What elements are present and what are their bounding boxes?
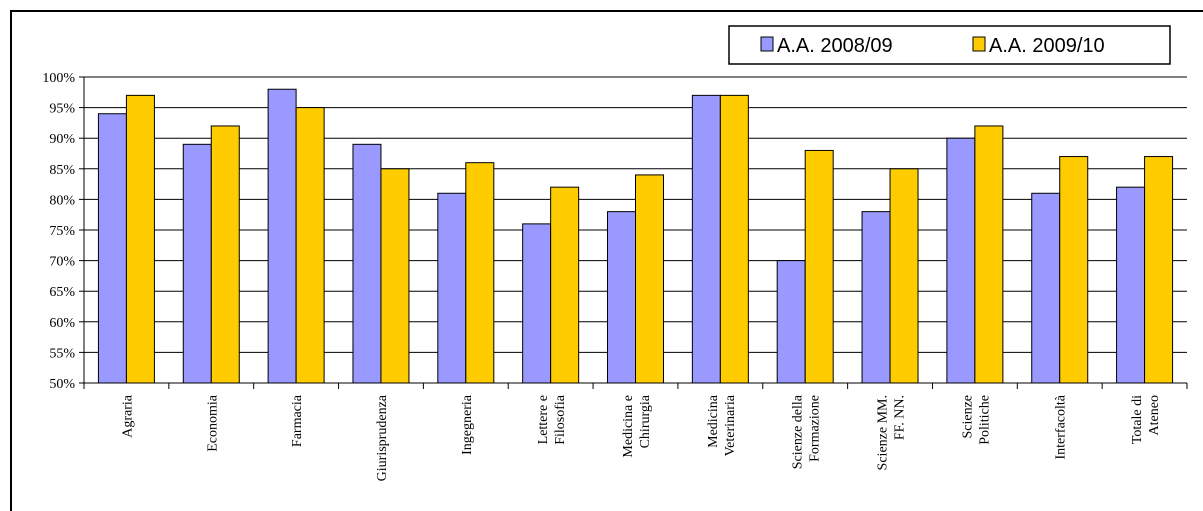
bar-2009-10 — [125, 94, 155, 384]
bar-2008-09 — [522, 223, 552, 384]
y-tick-label: 65% — [49, 285, 75, 300]
bar-2008-09 — [861, 211, 891, 384]
bar-2009-10 — [974, 125, 1004, 384]
y-tick-label: 90% — [49, 132, 75, 147]
bar-2009-10 — [465, 162, 495, 384]
bar-2008-09 — [1116, 186, 1146, 384]
chart-frame — [10, 10, 1203, 511]
category-label: Economia — [205, 394, 220, 452]
legend-swatch — [760, 36, 774, 52]
category-label: Giurisprudenza — [375, 394, 390, 481]
y-tick-label: 95% — [49, 102, 75, 117]
bar-2009-10 — [380, 168, 410, 384]
category-label: Lettere e Filosofia — [536, 394, 568, 445]
category-label: Medicina e Chirurgia — [621, 394, 653, 457]
bar-2009-10 — [1144, 156, 1174, 384]
bar-2008-09 — [352, 143, 382, 384]
bar-2008-09 — [182, 143, 212, 384]
bar-2008-09 — [946, 137, 976, 384]
bar-2009-10 — [635, 174, 664, 384]
y-tick-label: 60% — [49, 316, 75, 331]
bar-2008-09 — [607, 211, 636, 384]
category-label: Farmacia — [290, 394, 305, 447]
bar-2009-10 — [719, 94, 749, 384]
legend-label: A.A. 2009/10 — [989, 35, 1105, 57]
category-label: Scienze MM. FF. NN. — [876, 395, 908, 470]
y-tick-label: 55% — [49, 346, 75, 361]
category-label: Ingegneria — [460, 394, 475, 455]
bar-2009-10 — [210, 125, 240, 384]
bar-2009-10 — [295, 107, 325, 384]
y-tick-label: 75% — [49, 224, 75, 239]
bar-2008-09 — [267, 88, 297, 384]
bar-2009-10 — [1059, 156, 1089, 384]
bar-2009-10 — [889, 168, 919, 384]
category-label: Agraria — [120, 394, 135, 438]
y-tick-label: 85% — [49, 163, 75, 178]
bar-2009-10 — [804, 149, 834, 384]
bar-2008-09 — [776, 260, 806, 384]
y-tick-label: 70% — [49, 255, 75, 270]
y-tick-label: 50% — [49, 377, 75, 392]
y-tick-label: 80% — [49, 193, 75, 208]
bar-2008-09 — [1031, 192, 1061, 384]
legend-swatch — [972, 36, 986, 52]
category-label: Scienze della Formazione — [791, 394, 823, 469]
bar-2008-09 — [437, 192, 467, 384]
category-label: Totale di Ateneo — [1130, 395, 1162, 444]
bar-2009-10 — [550, 186, 580, 384]
category-label: Scienze Politiche — [960, 395, 992, 445]
legend-label: A.A. 2008/09 — [777, 35, 893, 57]
category-label: Medicina Veterinaria — [706, 394, 738, 456]
bar-2008-09 — [97, 113, 127, 384]
category-label: Interfacoltà — [1054, 394, 1069, 459]
legend-box — [728, 25, 1171, 65]
y-tick-label: 100% — [42, 71, 75, 86]
bar-2008-09 — [691, 94, 721, 384]
